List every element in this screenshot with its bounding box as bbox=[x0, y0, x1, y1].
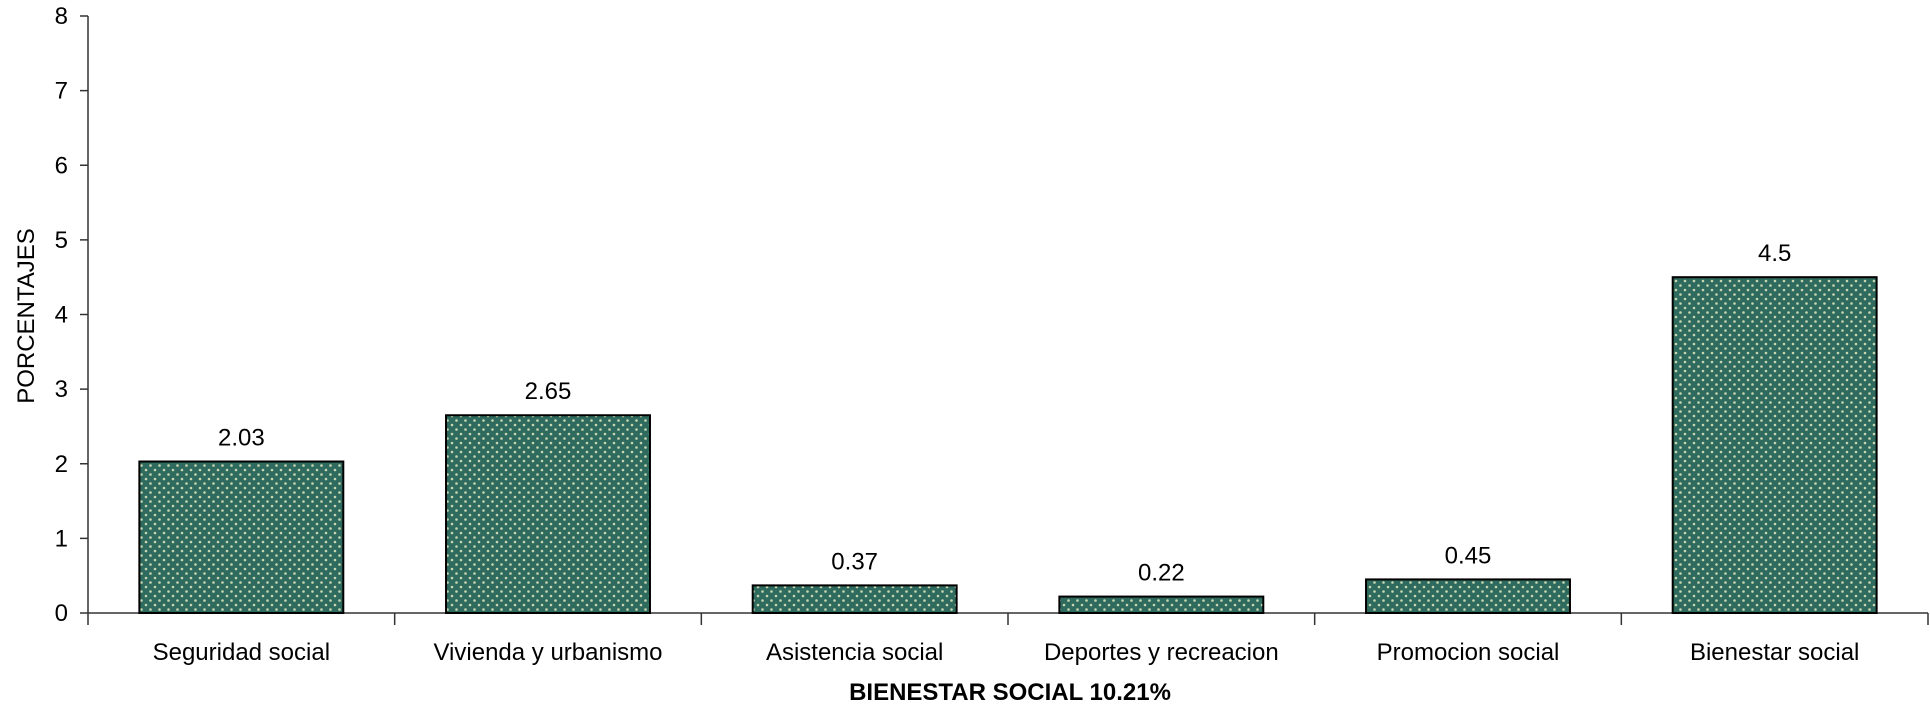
bar bbox=[1058, 595, 1265, 615]
y-tick-label: 2 bbox=[55, 451, 68, 478]
data-label: 2.65 bbox=[525, 378, 572, 405]
data-label: 0.22 bbox=[1138, 560, 1185, 587]
y-tick-label: 1 bbox=[55, 525, 68, 552]
y-tick-label: 4 bbox=[55, 302, 68, 329]
bar bbox=[751, 584, 958, 614]
x-tick-label: Vivienda y urbanismo bbox=[433, 639, 662, 666]
x-tick-label: Promocion social bbox=[1377, 639, 1560, 666]
y-tick-label: 0 bbox=[55, 600, 68, 627]
y-axis: 0 1 2 3 4 5 6 7 8 bbox=[55, 3, 89, 627]
x-axis bbox=[87, 612, 1929, 625]
bar bbox=[1365, 578, 1571, 615]
data-label: 4.5 bbox=[1758, 240, 1791, 267]
y-tick-label: 5 bbox=[55, 227, 68, 254]
x-tick-label: Deportes y recreacion bbox=[1044, 639, 1279, 666]
y-tick-label: 7 bbox=[55, 78, 68, 105]
data-label: 0.45 bbox=[1445, 542, 1492, 569]
bar bbox=[138, 460, 345, 615]
x-axis-title: BIENESTAR SOCIAL 10.21% bbox=[849, 679, 1171, 706]
x-tick-label: Asistencia social bbox=[766, 639, 943, 666]
x-tick-label: Bienestar social bbox=[1690, 639, 1859, 666]
bar bbox=[1671, 276, 1878, 614]
x-tick-label: Seguridad social bbox=[153, 639, 330, 666]
data-label: 0.37 bbox=[831, 548, 878, 575]
y-axis-title: PORCENTAJES bbox=[13, 228, 40, 404]
y-tick-label: 8 bbox=[55, 3, 68, 30]
y-tick-label: 6 bbox=[55, 152, 68, 179]
data-label: 2.03 bbox=[218, 425, 265, 452]
bar bbox=[445, 414, 651, 614]
bars: 2.03 Seguridad social 2.65 Vivienda y urban… bbox=[138, 240, 1878, 666]
y-tick-label: 3 bbox=[55, 376, 68, 403]
